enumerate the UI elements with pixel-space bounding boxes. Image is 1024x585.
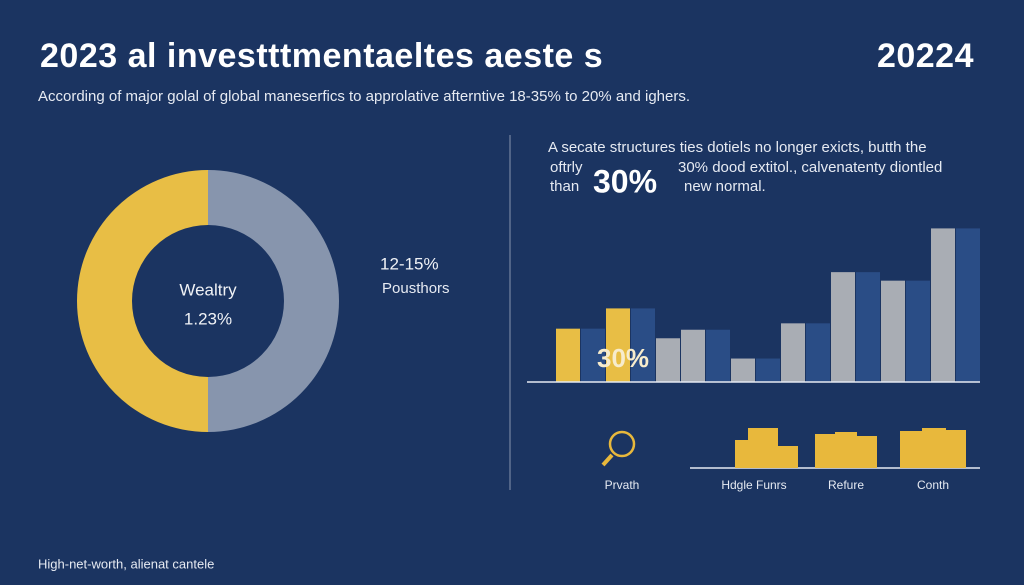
donut-segment bbox=[208, 170, 339, 432]
bar bbox=[806, 323, 830, 382]
footer: High-net-worth, alienat cantele bbox=[38, 556, 214, 571]
bar bbox=[681, 329, 705, 382]
icon-label: Hdgle Funrs bbox=[721, 478, 786, 492]
bar bbox=[831, 272, 855, 382]
icon-label: Conth bbox=[917, 478, 949, 492]
magnifier-handle bbox=[601, 453, 614, 467]
callout-line: A secate structures ties dotiels no long… bbox=[548, 139, 927, 156]
donut-segment bbox=[77, 170, 208, 432]
callout-left: than bbox=[550, 178, 579, 195]
donut-center-label: Wealtry bbox=[179, 280, 237, 299]
icon-label: Prvath bbox=[605, 478, 640, 492]
icon-label: Refure bbox=[828, 478, 864, 492]
building-icon bbox=[900, 431, 922, 468]
bar bbox=[556, 328, 580, 382]
bar bbox=[731, 358, 755, 382]
bar bbox=[581, 328, 605, 382]
callout-left: oftrly bbox=[550, 159, 583, 176]
building-icon bbox=[778, 446, 798, 468]
globe-icon bbox=[608, 430, 636, 458]
bar bbox=[856, 272, 880, 382]
bar bbox=[931, 228, 955, 382]
building-icon bbox=[815, 434, 835, 468]
bar bbox=[956, 228, 980, 382]
callout-big: 30% bbox=[593, 163, 657, 199]
building-icon bbox=[946, 430, 966, 468]
side-value: 12-15% bbox=[380, 254, 439, 273]
building-icon bbox=[835, 432, 857, 468]
building-icon bbox=[922, 428, 946, 468]
side-label: Pousthors bbox=[382, 280, 450, 297]
building-icon bbox=[735, 440, 749, 468]
icons bbox=[601, 428, 980, 469]
subtitle: According of major golal of global manes… bbox=[38, 88, 690, 105]
bar bbox=[906, 280, 930, 382]
title: 2023 al investttmentaeltes aeste s bbox=[40, 37, 603, 75]
bar-annotation: 30% bbox=[597, 343, 649, 373]
bar bbox=[706, 329, 730, 382]
bar bbox=[656, 338, 680, 382]
callout-right: new normal. bbox=[684, 178, 766, 195]
bar bbox=[881, 280, 905, 382]
donut-center-value: 1.23% bbox=[184, 309, 232, 328]
bar bbox=[631, 308, 655, 382]
bar bbox=[756, 358, 780, 382]
bar bbox=[606, 308, 630, 382]
building-icon bbox=[748, 428, 778, 468]
bar bbox=[781, 323, 805, 382]
year: 20224 bbox=[877, 37, 974, 75]
building-icon bbox=[857, 436, 877, 468]
callout-right: 30% dood extitol., calvenatenty diontled bbox=[678, 159, 942, 176]
